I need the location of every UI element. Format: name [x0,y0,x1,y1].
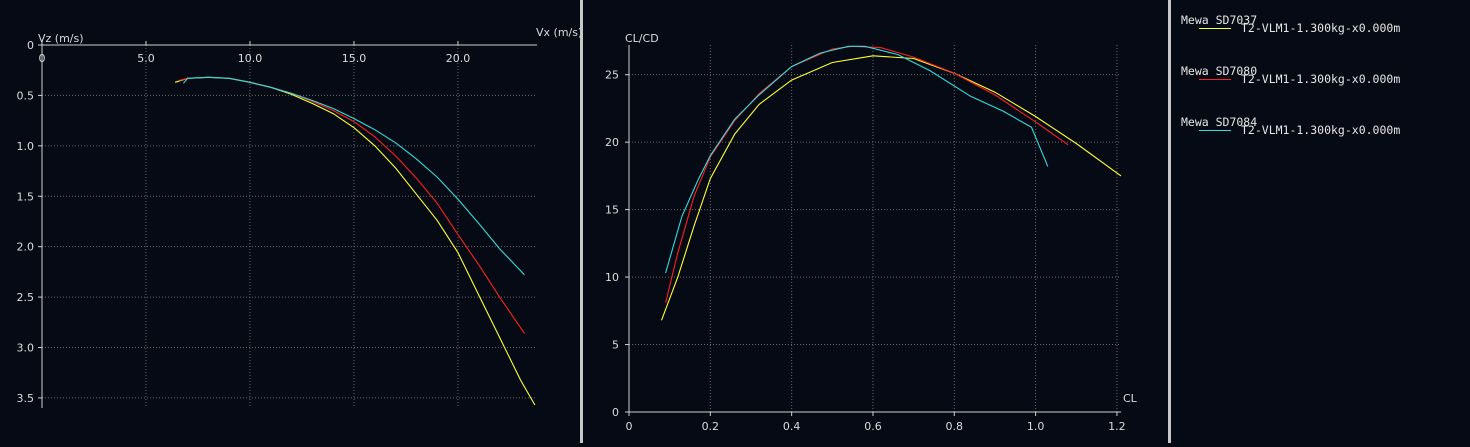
x-tick-label: 10.0 [238,52,263,65]
panel-divider-left[interactable] [580,0,583,443]
legend-panel: Mewa SD7037 T2-VLM1-1.300kg-x0.000m Mewa… [1171,0,1470,443]
x-axis-label: Vx (m/s) [536,26,580,39]
x-tick-label: 20.0 [446,52,471,65]
series-line-1 [665,45,1069,303]
y-tick-label: 20 [605,136,619,149]
x-tick-label: 0.8 [946,420,964,433]
series-line-2 [182,76,525,276]
x-tick-label: 0.6 [864,420,882,433]
legend-entry-sd7037[interactable]: Mewa SD7037 T2-VLM1-1.300kg-x0.000m [1181,13,1466,53]
y-tick-label: 5 [612,339,619,352]
legend-entry-sd7084[interactable]: Mewa SD7084 T2-VLM1-1.300kg-x0.000m [1181,115,1466,155]
y-tick-label: 0 [27,39,34,52]
y-axis-label: Vz (m/s) [38,32,84,45]
legend-title: Mewa SD7080 [1181,64,1258,78]
speed-polar-panel: 05.010.015.020.000.51.01.52.02.53.03.5Vz… [0,0,582,443]
y-tick-label: 1.5 [17,190,35,203]
series-line-0 [660,55,1122,321]
x-tick-label: 0.4 [783,420,801,433]
speed-polar-chart: 05.010.015.020.000.51.01.52.02.53.03.5Vz… [17,26,582,408]
legend-title: Mewa SD7084 [1181,115,1258,129]
legend-label: T2-VLM1-1.300kg-x0.000m [1241,21,1401,35]
x-tick-label: 1.2 [1108,420,1126,433]
legend-swatch [1199,79,1231,80]
glide-ratio-panel: 0 0.2 0.4 0.6 0.8 1.0 1.2 0 5 10 15 20 25 CL/CD CL [583,0,1168,443]
y-axis-label: CL/CD [625,32,659,45]
x-tick-label: 0.2 [702,420,720,433]
legend-title: Mewa SD7037 [1181,13,1258,27]
series-line-2 [665,45,1049,274]
legend-swatch [1199,130,1231,131]
x-axis-label: CL [1123,392,1138,405]
y-tick-label: 0.5 [17,89,35,102]
y-tick-label: 15 [605,204,619,217]
y-tick-label: 2.0 [17,241,35,254]
y-tick-label: 0 [612,406,619,419]
x-tick-label: 15.0 [342,52,367,65]
y-tick-label: 3.0 [17,342,35,355]
x-tick-label: 1.0 [1027,420,1045,433]
series-line-0 [174,76,536,406]
legend-swatch [1199,28,1231,29]
series-line-1 [179,76,525,334]
panel-divider-right[interactable] [1168,0,1171,443]
y-tick-label: 3.5 [17,392,35,405]
y-tick-label: 1.0 [17,140,35,153]
y-tick-label: 25 [605,69,619,82]
glide-ratio-chart: 0 0.2 0.4 0.6 0.8 1.0 1.2 0 5 10 15 20 25 CL/CD CL [605,32,1138,433]
x-tick-label: 0 [626,420,633,433]
x-tick-label: 5.0 [137,52,155,65]
y-tick-label: 2.5 [17,291,35,304]
legend-entry-sd7080[interactable]: Mewa SD7080 T2-VLM1-1.300kg-x0.000m [1181,64,1466,104]
legend-label: T2-VLM1-1.300kg-x0.000m [1241,123,1401,137]
y-tick-label: 10 [605,271,619,284]
legend-label: T2-VLM1-1.300kg-x0.000m [1241,72,1401,86]
